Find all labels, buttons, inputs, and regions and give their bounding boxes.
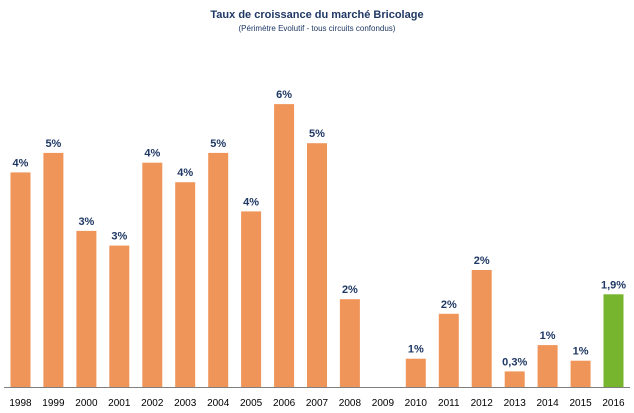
bar-2004 — [208, 152, 229, 387]
bar-2003 — [175, 182, 196, 387]
x-tick-label-2010: 2010 — [405, 398, 428, 409]
x-tick-label-2007: 2007 — [306, 398, 329, 409]
bar-2013 — [504, 371, 525, 387]
data-label-2013: 0,3% — [502, 356, 527, 368]
x-tick-label-2009: 2009 — [372, 398, 395, 409]
x-tick-label-2001: 2001 — [108, 398, 131, 409]
bar-2001 — [109, 245, 130, 387]
x-tick-label-2015: 2015 — [569, 398, 592, 409]
data-label-2016: 1,9% — [601, 279, 626, 291]
x-tick-label-2002: 2002 — [141, 398, 164, 409]
bar-2011 — [438, 313, 459, 387]
x-tick-label-2008: 2008 — [339, 398, 362, 409]
data-label-2006: 6% — [276, 89, 292, 101]
x-tick-label-2005: 2005 — [240, 398, 263, 409]
bar-1999 — [43, 152, 64, 387]
data-label-2007: 5% — [309, 128, 325, 140]
data-label-1998: 4% — [13, 157, 29, 169]
bar-2000 — [76, 230, 97, 387]
data-label-2014: 1% — [540, 330, 556, 342]
chart-subtitle: (Périmètre Evolutif - tous circuits conf… — [238, 24, 396, 33]
x-tick-label-2003: 2003 — [174, 398, 197, 409]
bar-2015 — [570, 360, 591, 387]
data-label-2004: 5% — [210, 138, 226, 150]
data-label-2001: 3% — [111, 231, 127, 243]
data-label-2011: 2% — [441, 299, 457, 311]
data-label-2002: 4% — [144, 148, 160, 160]
data-label-2010: 1% — [408, 344, 424, 356]
bar-2005 — [241, 211, 262, 387]
data-label-2003: 4% — [177, 167, 193, 179]
x-tick-label-2000: 2000 — [75, 398, 98, 409]
bar-1998 — [10, 172, 31, 387]
x-tick-label-2014: 2014 — [536, 398, 559, 409]
bar-2010 — [405, 358, 426, 387]
x-tick-label-2013: 2013 — [504, 398, 527, 409]
x-tick-label-2011: 2011 — [438, 398, 460, 409]
bar-2016 — [603, 294, 624, 387]
data-label-2000: 3% — [78, 216, 94, 228]
x-tick-label-2006: 2006 — [273, 398, 296, 409]
data-label-2012: 2% — [474, 255, 490, 267]
data-label-2008: 2% — [342, 284, 358, 296]
x-tick-label-2012: 2012 — [471, 398, 494, 409]
chart-title: Taux de croissance du marché Bricolage — [210, 9, 424, 21]
bar-2007 — [307, 143, 327, 387]
bar-2006 — [274, 104, 295, 387]
bar-2012 — [471, 270, 492, 387]
x-tick-label-2016: 2016 — [602, 398, 625, 409]
data-label-2015: 1% — [573, 346, 589, 358]
x-tick-label-2004: 2004 — [207, 398, 230, 409]
data-label-2005: 4% — [243, 196, 259, 208]
bar-2002 — [142, 162, 163, 387]
bar-2014 — [537, 345, 558, 387]
bar-2008 — [339, 299, 360, 387]
x-tick-label-1999: 1999 — [42, 398, 65, 409]
x-tick-label-1998: 1998 — [9, 398, 32, 409]
data-label-1999: 5% — [45, 138, 61, 150]
